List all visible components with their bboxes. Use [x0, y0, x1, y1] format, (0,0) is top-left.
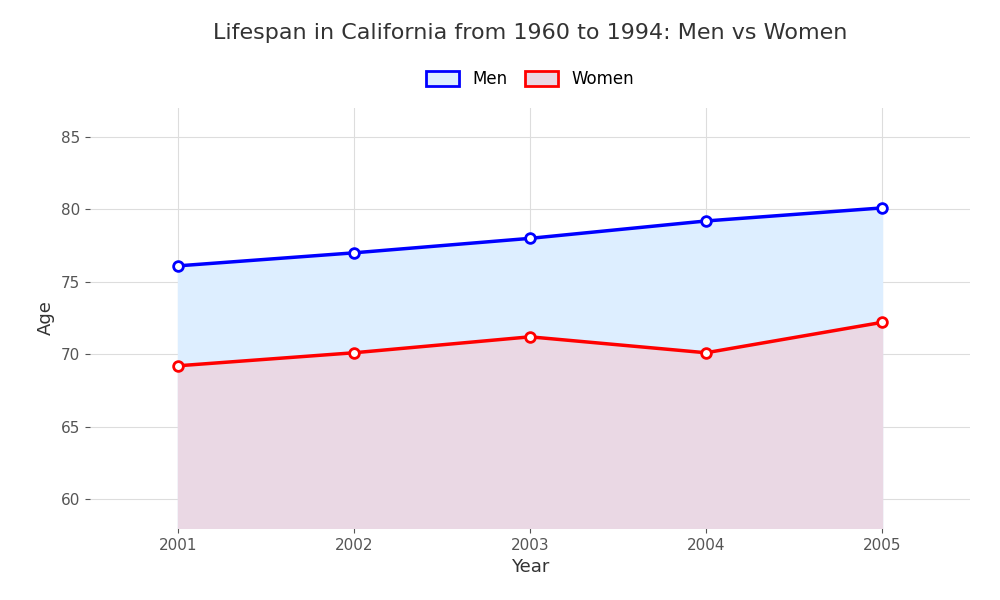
- X-axis label: Year: Year: [511, 558, 549, 576]
- Y-axis label: Age: Age: [37, 301, 55, 335]
- Title: Lifespan in California from 1960 to 1994: Men vs Women: Lifespan in California from 1960 to 1994…: [213, 23, 847, 43]
- Legend: Men, Women: Men, Women: [418, 62, 642, 97]
